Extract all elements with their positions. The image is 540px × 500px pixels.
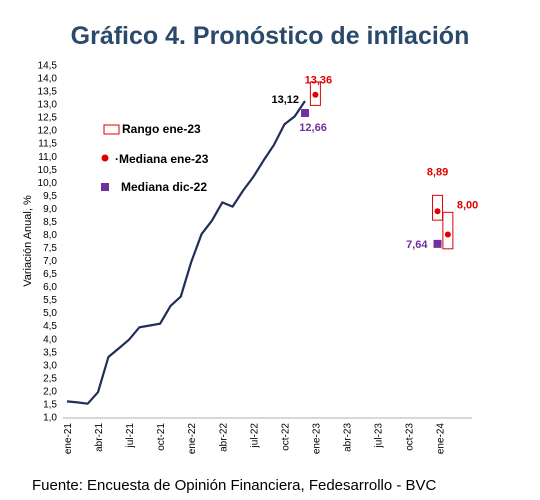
legend-label: Rango ene-23 [122,122,201,136]
y-tick-label: 14,5 [38,61,58,72]
median-dic22-marker [301,108,310,117]
x-tick-label: abr-23 [342,423,353,452]
y-tick-label: 9,0 [43,204,57,215]
y-tick-label: 1,0 [43,413,57,424]
median-dic22-future-label: 7,64 [406,239,428,251]
y-tick-label: 13,5 [38,87,58,98]
legend-label: ·Mediana ene-23 [115,152,209,166]
y-tick-label: 10,0 [38,178,58,189]
y-tick-label: 13,0 [38,100,58,111]
x-tick-label: ene-23 [311,423,322,455]
chart-title: Gráfico 4. Pronóstico de inflación [70,22,470,50]
y-tick-label: 14,0 [38,74,58,85]
range-ene23-median-dot [312,91,319,98]
range-ene24-b-median-dot [444,231,451,238]
legend-rect-marker [103,124,120,135]
y-tick-label: 7,5 [43,243,57,254]
y-tick-label: 5,5 [43,295,57,306]
range-ene23-label: 13,36 [305,75,333,87]
y-tick-label: 3,0 [43,360,57,371]
legend-label: Mediana dic-22 [121,180,207,194]
x-tick-label: jul-22 [249,423,260,449]
x-tick-label: abr-22 [218,423,229,452]
y-tick-label: 11,5 [38,139,57,150]
y-tick-label: 6,5 [43,269,57,280]
median-dic22-label: 12,66 [299,122,327,134]
y-tick-label: 8,5 [43,217,57,228]
y-tick-label: 2,0 [43,386,57,397]
y-tick-label: 6,0 [43,282,57,293]
x-tick-label: ene-22 [187,423,198,455]
median-dic22-future-marker [433,239,442,248]
y-tick-label: 7,0 [43,256,57,267]
y-tick-label: 9,5 [43,191,57,202]
range-ene24-b-label: 8,00 [457,199,478,211]
y-tick-label: 5,0 [43,308,57,319]
y-tick-label: 10,5 [38,165,58,176]
y-tick-label: 12,5 [38,113,58,124]
legend-square-marker [101,183,109,191]
x-tick-label: ene-24 [436,423,447,455]
range-ene24-a-label: 8,89 [427,166,448,178]
y-tick-label: 1,5 [43,399,57,410]
y-tick-label: 4,0 [43,334,57,345]
y-tick-label: 8,0 [43,230,57,241]
x-tick-label: abr-21 [94,423,105,452]
y-axis-title: Variación Anual, % [22,195,34,287]
x-tick-label: jul-23 [374,423,385,449]
y-tick-label: 3,5 [43,347,57,358]
last-value-label: 13,12 [272,94,300,106]
y-tick-label: 12,0 [38,126,58,137]
range-ene24-a-median-dot [434,208,441,215]
y-tick-label: 11,0 [38,152,57,163]
x-tick-label: oct-23 [405,423,416,451]
y-tick-label: 2,5 [43,373,57,384]
y-tick-label: 4,5 [43,321,57,332]
legend-circle-marker [101,154,109,162]
range-ene24-a-box [432,194,444,221]
range-ene23-box [309,81,321,106]
x-tick-label: jul-21 [125,423,136,449]
x-tick-label: ene-21 [63,423,74,455]
source-note: Fuente: Encuesta de Opinión Financiera, … [32,477,437,494]
x-tick-label: oct-22 [280,423,291,451]
inflation-line [66,100,306,405]
range-ene24-b-box [442,211,454,250]
x-tick-label: oct-21 [156,423,167,451]
